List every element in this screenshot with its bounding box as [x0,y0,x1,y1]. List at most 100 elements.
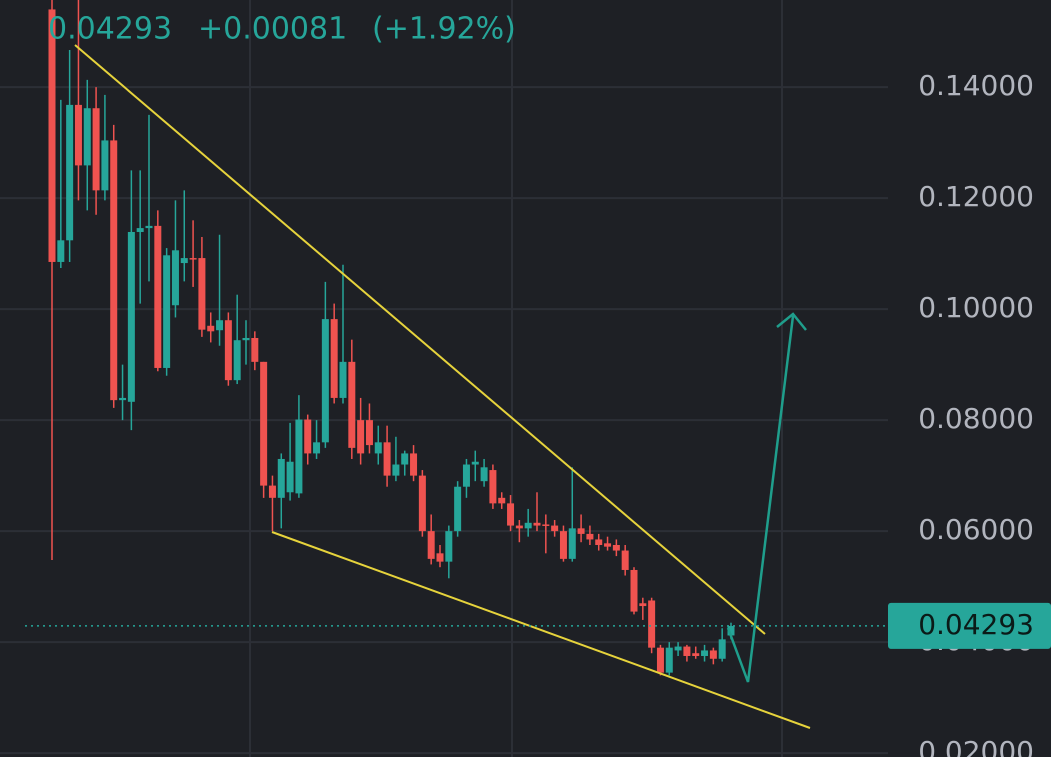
candle-body [454,486,462,532]
candle-body [489,470,497,504]
y-tick-label: 0.10000 [918,291,1034,324]
candle-body [418,475,426,532]
y-tick-label: 0.08000 [918,402,1034,435]
candle-body [171,250,179,306]
candle-body [119,397,127,401]
candle-body [216,320,224,331]
candle-body [718,639,726,659]
candle-body [551,525,559,532]
grid [0,0,888,757]
y-tick-label: 0.02000 [918,735,1034,757]
last-price-tag [888,602,1051,649]
candle-body [277,458,285,498]
candle-body [321,319,329,443]
y-tick-label: 0.06000 [918,513,1034,546]
candle-body [92,108,100,191]
candle-body [251,337,259,362]
candle-body [639,603,647,607]
candle-body [260,361,268,486]
candle-body [595,539,603,545]
candle-body [127,231,135,402]
candle-body [665,647,673,673]
candle-body [604,543,612,547]
candle-body [145,225,153,229]
candle-body [533,522,541,526]
candle-body [480,467,488,482]
upper-trend-line [74,44,766,635]
candle-body [242,337,250,341]
candle-body [621,550,629,570]
candle-body [498,497,506,504]
candle-body [401,453,409,465]
candle-body [392,464,400,476]
candle-body [507,503,515,526]
header: 0.04293 +0.00081 (+1.92%) [48,12,516,47]
candle-body [66,104,74,241]
candle-body [648,600,656,648]
candle-body [471,461,479,465]
candle-body [48,9,56,262]
price-axis: 0.020000.040000.060000.080000.100000.120… [25,69,1051,757]
header-change: +0.00081 [198,12,347,47]
candle-body [136,228,144,232]
candle-body [313,442,321,454]
candle-body [348,361,356,448]
candle-body [427,531,435,559]
forecast-arrow [726,315,795,683]
candle-body [692,653,700,656]
candle-body [445,531,453,562]
candle-body [630,569,638,612]
candle-body [383,442,391,476]
candle-body [462,464,470,487]
candle-body [330,319,338,398]
candle-body [559,531,567,559]
candle-body [374,442,382,454]
y-tick-label: 0.14000 [918,69,1034,102]
last-price-label: 0.04293 [918,608,1034,641]
candle-body [436,553,444,562]
candle-body [577,528,585,534]
candle-body [198,258,206,330]
candle-body [515,525,523,529]
candle-body [709,650,717,659]
drawings [74,44,811,729]
lower-trend-line [271,531,811,729]
candle-body [674,646,682,651]
candle-body [701,650,709,656]
candles [48,0,735,676]
candle-body [542,524,550,526]
candle-body [295,419,303,494]
candle-body [304,419,312,454]
candle-body [586,533,594,540]
header-change-pct: (+1.92%) [372,12,516,47]
candle-body [357,420,365,454]
candle-body [365,420,373,446]
candle-body [286,461,294,493]
candle-body [612,544,620,551]
candle-body [154,225,162,368]
candle-body [224,320,232,381]
candle-body [339,361,347,398]
candle-body [189,258,197,260]
candle-body [233,340,241,381]
candle-body [568,528,576,559]
candle-body [268,485,276,498]
candle-body [74,104,82,166]
y-tick-label: 0.12000 [918,180,1034,213]
candle-body [410,453,418,476]
candle-body [180,258,188,264]
candle-body [727,626,735,636]
candle-body [83,108,91,166]
candle-body [524,522,532,529]
candle-body [163,255,171,368]
arrow-head [776,312,807,331]
candle-body [110,140,118,401]
candle-body [207,325,215,332]
candle-body [57,240,65,262]
candle-body [656,647,664,673]
candle-body [683,646,691,656]
candle-body [101,140,109,191]
header-price: 0.04293 [48,12,172,47]
